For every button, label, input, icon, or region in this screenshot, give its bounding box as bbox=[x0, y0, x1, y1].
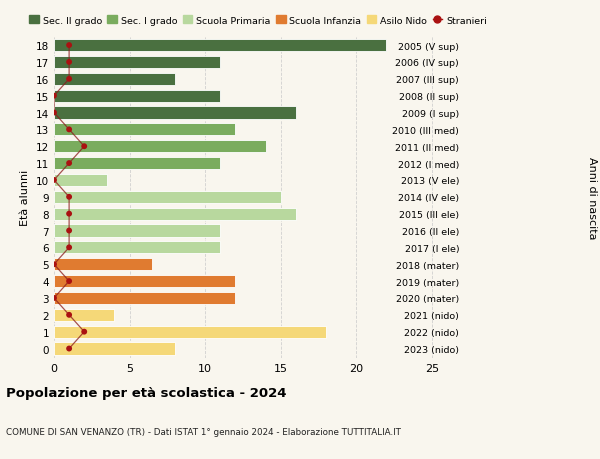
Bar bbox=[54, 343, 175, 355]
Point bbox=[79, 328, 89, 336]
Legend: Sec. II grado, Sec. I grado, Scuola Primaria, Scuola Infanzia, Asilo Nido, Stran: Sec. II grado, Sec. I grado, Scuola Prim… bbox=[29, 17, 487, 26]
Point bbox=[64, 278, 74, 285]
Bar bbox=[54, 107, 296, 119]
Bar bbox=[54, 90, 220, 102]
Bar bbox=[54, 208, 296, 220]
Text: Popolazione per età scolastica - 2024: Popolazione per età scolastica - 2024 bbox=[6, 386, 287, 399]
Bar bbox=[54, 141, 266, 153]
Point bbox=[49, 295, 59, 302]
Bar bbox=[54, 242, 220, 254]
Bar bbox=[54, 73, 175, 86]
Bar bbox=[54, 275, 235, 287]
Point bbox=[64, 345, 74, 353]
Point bbox=[79, 143, 89, 151]
Bar bbox=[54, 292, 235, 304]
Point bbox=[49, 93, 59, 100]
Point bbox=[64, 211, 74, 218]
Point bbox=[49, 110, 59, 117]
Bar bbox=[54, 258, 152, 271]
Point bbox=[64, 227, 74, 235]
Point bbox=[49, 177, 59, 184]
Y-axis label: Età alunni: Età alunni bbox=[20, 169, 31, 225]
Bar bbox=[54, 174, 107, 187]
Bar bbox=[54, 191, 281, 203]
Bar bbox=[54, 57, 220, 69]
Point bbox=[64, 59, 74, 67]
Bar bbox=[54, 158, 220, 170]
Bar bbox=[54, 124, 235, 136]
Bar bbox=[54, 225, 220, 237]
Point bbox=[64, 42, 74, 50]
Point bbox=[64, 244, 74, 252]
Text: Anni di nascita: Anni di nascita bbox=[587, 156, 597, 239]
Text: COMUNE DI SAN VENANZO (TR) - Dati ISTAT 1° gennaio 2024 - Elaborazione TUTTITALI: COMUNE DI SAN VENANZO (TR) - Dati ISTAT … bbox=[6, 427, 401, 436]
Bar bbox=[54, 40, 386, 52]
Bar bbox=[54, 309, 115, 321]
Point bbox=[49, 261, 59, 269]
Bar bbox=[54, 326, 326, 338]
Point bbox=[64, 194, 74, 201]
Point bbox=[64, 126, 74, 134]
Point bbox=[64, 160, 74, 168]
Point bbox=[64, 76, 74, 83]
Point bbox=[64, 312, 74, 319]
